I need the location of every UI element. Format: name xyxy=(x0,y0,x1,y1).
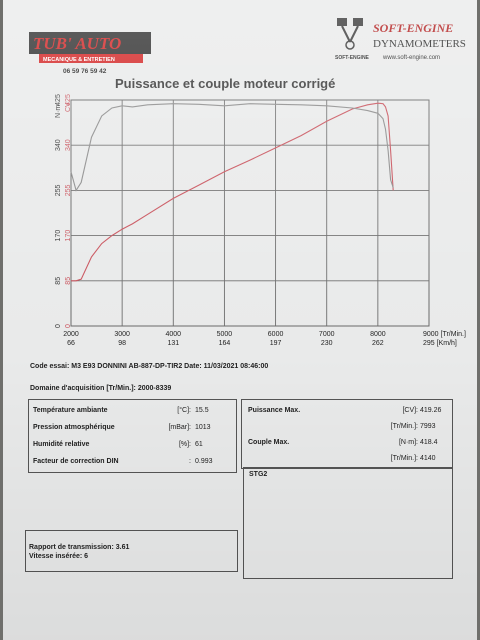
conditions-unit: [mBar]: xyxy=(168,424,191,431)
x-tick-label: 5000 xyxy=(217,331,233,338)
soft-logo-mini: SOFT-ENGINE xyxy=(335,55,370,61)
soft-logo-brand: SOFT-ENGINE xyxy=(373,21,453,35)
speed-tick-label: 197 xyxy=(270,340,282,347)
stage-label: STG2 xyxy=(249,471,268,478)
x-tick-label: 6000 xyxy=(268,331,284,338)
y-tick-cv: 85 xyxy=(65,277,72,285)
y-unit-nm: N·m xyxy=(55,105,62,118)
y-tick-cv: 425 xyxy=(65,94,72,106)
test-code: Code essai: M3 E93 DONNINI AB-887-DP-TIR… xyxy=(30,363,269,370)
speed-tick-label: 98 xyxy=(118,340,126,347)
results-unit: [N·m]: xyxy=(398,439,418,446)
speed-tick-label: 295 [Km/h] xyxy=(423,340,457,347)
speed-tick-label: 262 xyxy=(372,340,384,347)
results-box: Puissance Max. [CV]: 419.26 [Tr/Min.]: 7993 C… xyxy=(241,399,453,469)
gear-selected: Vitesse insérée: 6 xyxy=(29,553,89,560)
chart-grid xyxy=(70,99,430,327)
results-unit: [Tr/Min.]: xyxy=(390,423,418,430)
results-unit: [Tr/Min.]: xyxy=(390,455,418,462)
y-tick-nm: 425 xyxy=(55,94,62,106)
conditions-unit: : xyxy=(189,458,191,465)
y-tick-cv: 170 xyxy=(65,230,72,242)
x-tick-label: 4000 xyxy=(165,331,181,338)
conditions-label: Humidité relative xyxy=(33,441,90,448)
conditions-unit: [%]: xyxy=(178,441,191,448)
tub-logo-line1: TUB' AUTO xyxy=(33,34,121,53)
tub-logo-phone: 06 59 76 59 42 xyxy=(63,68,107,75)
y-unit-cv: CV xyxy=(65,102,72,112)
results-label: Couple Max. xyxy=(248,439,290,446)
acquisition-range: Domaine d'acquisition [Tr/Min.]: 2000-83… xyxy=(30,385,172,392)
x-tick-label: 9000 [Tr/Min.] xyxy=(423,331,466,338)
dyno-sheet: TUB' AUTO MECANIQUE & ENTRETIEN 06 59 76… xyxy=(3,0,477,640)
x-tick-label: 2000 xyxy=(63,331,79,338)
x-tick-label: 3000 xyxy=(114,331,130,338)
speed-tick-label: 230 xyxy=(321,340,333,347)
y-tick-nm: 170 xyxy=(55,230,62,242)
conditions-label: Température ambiante xyxy=(33,407,108,414)
y-tick-nm: 255 xyxy=(55,184,62,196)
x-tick-label: 8000 xyxy=(370,331,386,338)
results-value: 418.4 xyxy=(420,439,438,446)
chart-title: Puissance et couple moteur corrigé xyxy=(115,76,336,91)
soft-logo-product: DYNAMOMETERS xyxy=(373,38,466,50)
tub-logo-line2: MECANIQUE & ENTRETIEN xyxy=(43,57,115,63)
conditions-value: 1013 xyxy=(195,424,211,431)
results-value: 4140 xyxy=(420,455,436,462)
conditions-label: Pression atmosphérique xyxy=(33,424,115,431)
y-tick-nm: 0 xyxy=(55,324,62,328)
transmission-box: Rapport de transmission: 3.61 Vitesse in… xyxy=(25,530,238,572)
conditions-value: 15.5 xyxy=(195,407,209,414)
y-tick-cv: 340 xyxy=(65,139,72,151)
power-torque-chart: 2000 66 3000 98 4000 131 5000 164 6000 197 7000 230… xyxy=(55,94,466,347)
speed-tick-label: 164 xyxy=(219,340,231,347)
plot-frame xyxy=(70,99,430,327)
conditions-value: 61 xyxy=(195,441,203,448)
results-value: 419.26 xyxy=(420,407,442,414)
y-tick-nm: 340 xyxy=(55,139,62,151)
conditions-label: Facteur de correction DIN xyxy=(33,458,119,465)
x-tick-label: 7000 xyxy=(319,331,335,338)
y-tick-cv: 0 xyxy=(65,324,72,328)
conditions-value: 0.993 xyxy=(195,458,213,465)
series-line-nm xyxy=(70,103,394,192)
results-value: 7993 xyxy=(420,423,436,430)
pistons-icon xyxy=(337,18,363,50)
y-tick-cv: 255 xyxy=(65,184,72,196)
notes-box: STG2 xyxy=(243,467,453,579)
y-tick-nm: 85 xyxy=(55,277,62,285)
chart-axes: 2000 66 3000 98 4000 131 5000 164 6000 197 7000 230… xyxy=(55,94,466,347)
results-unit: [CV]: xyxy=(402,407,418,414)
tub-auto-logo: TUB' AUTO MECANIQUE & ENTRETIEN 06 59 76… xyxy=(29,32,151,75)
soft-logo-url: www.soft-engine.com xyxy=(382,55,440,61)
series-line-cv xyxy=(71,102,394,282)
results-label: Puissance Max. xyxy=(248,407,301,414)
transmission-ratio: Rapport de transmission: 3.61 xyxy=(29,544,130,551)
conditions-box: Température ambiante [°C]: 15.5 Pression at… xyxy=(28,399,237,473)
speed-tick-label: 131 xyxy=(167,340,179,347)
conditions-unit: [°C]: xyxy=(177,407,191,414)
chart-series xyxy=(70,102,394,282)
speed-tick-label: 66 xyxy=(67,340,75,347)
soft-engine-logo: SOFT-ENGINE DYNAMOMETERS SOFT-ENGINE www… xyxy=(335,18,466,61)
